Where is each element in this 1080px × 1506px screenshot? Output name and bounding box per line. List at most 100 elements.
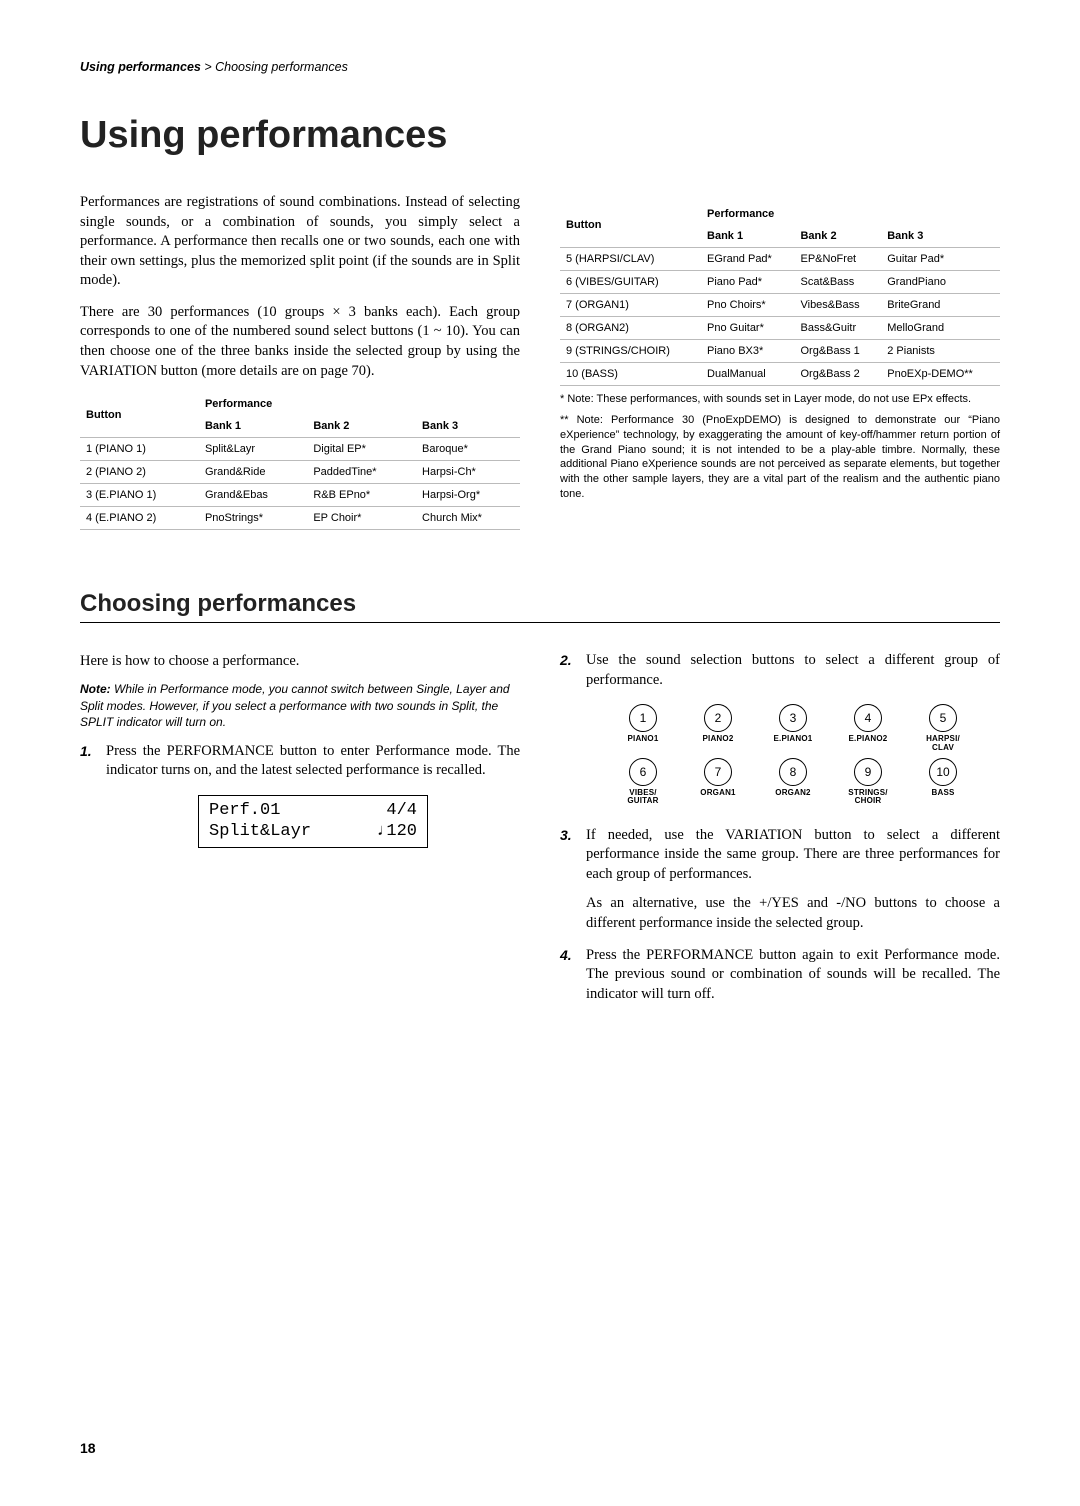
th-bank3: Bank 3 bbox=[416, 415, 520, 438]
table-row: 1 (PIANO 1)Split&LayrDigital EP*Baroque* bbox=[80, 438, 520, 461]
section2-intro: Here is how to choose a performance. bbox=[80, 651, 520, 671]
table-cell: R&B EPno* bbox=[307, 484, 416, 507]
table-cell: 2 Pianists bbox=[881, 340, 1000, 363]
sound-button-label: BASS bbox=[913, 789, 973, 797]
step-2-text: Use the sound selection buttons to selec… bbox=[586, 652, 1000, 688]
steps-right: Use the sound selection buttons to selec… bbox=[560, 651, 1000, 1004]
note-text: While in Performance mode, you cannot sw… bbox=[80, 682, 510, 728]
th-performance: Performance bbox=[199, 393, 520, 415]
table-cell: EP&NoFret bbox=[794, 248, 881, 271]
table-cell: 2 (PIANO 2) bbox=[80, 461, 199, 484]
table-row: 3 (E.PIANO 1)Grand&EbasR&B EPno*Harpsi-O… bbox=[80, 484, 520, 507]
sound-buttons-panel: 1PIANO12PIANO23E.PIANO14E.PIANO25HARPSI/… bbox=[613, 704, 973, 806]
th-button: Button bbox=[560, 203, 701, 248]
step-1-text: Press the PERFORMANCE button to enter Pe… bbox=[106, 743, 520, 779]
sound-button-circle: 10 bbox=[929, 758, 957, 786]
table-cell: PaddedTine* bbox=[307, 461, 416, 484]
table-cell: BriteGrand bbox=[881, 294, 1000, 317]
table-cell: EP Choir* bbox=[307, 507, 416, 530]
th-bank1: Bank 1 bbox=[199, 415, 307, 438]
table-cell: 10 (BASS) bbox=[560, 363, 701, 386]
table-cell: 6 (VIBES/GUITAR) bbox=[560, 271, 701, 294]
table-cell: Scat&Bass bbox=[794, 271, 881, 294]
table-cell: Church Mix* bbox=[416, 507, 520, 530]
breadcrumb: Using performances > Choosing performanc… bbox=[80, 60, 1000, 74]
sound-button: 4 E.PIANO2 bbox=[838, 704, 898, 752]
th-button: Button bbox=[80, 393, 199, 438]
performance-table-right: Button Performance Bank 1 Bank 2 Bank 3 … bbox=[560, 203, 1000, 386]
sound-button-circle: 2 bbox=[704, 704, 732, 732]
section2-col-right: Use the sound selection buttons to selec… bbox=[560, 651, 1000, 1016]
table-cell: Harpsi-Org* bbox=[416, 484, 520, 507]
table-cell: PnoStrings* bbox=[199, 507, 307, 530]
sound-button-label: E.PIANO2 bbox=[838, 735, 898, 743]
table-cell: 4 (E.PIANO 2) bbox=[80, 507, 199, 530]
th-bank2: Bank 2 bbox=[307, 415, 416, 438]
th-bank2: Bank 2 bbox=[794, 225, 881, 248]
intro-col-left: Performances are registrations of sound … bbox=[80, 193, 520, 530]
table-cell: Org&Bass 2 bbox=[794, 363, 881, 386]
table-cell: Pno Guitar* bbox=[701, 317, 794, 340]
intro-col-right: Button Performance Bank 1 Bank 2 Bank 3 … bbox=[560, 193, 1000, 530]
sound-button-circle: 6 bbox=[629, 758, 657, 786]
breadcrumb-section: Using performances bbox=[80, 60, 201, 74]
footnote-2: ** Note: Performance 30 (PnoExpDEMO) is … bbox=[560, 413, 1000, 502]
sound-button: 8ORGAN2 bbox=[763, 758, 823, 806]
table-cell: Pno Choirs* bbox=[701, 294, 794, 317]
sound-button: 7ORGAN1 bbox=[688, 758, 748, 806]
note-label: Note: bbox=[80, 682, 111, 696]
sound-button: 6VIBES/GUITAR bbox=[613, 758, 673, 806]
th-bank3: Bank 3 bbox=[881, 225, 1000, 248]
step-1: Press the PERFORMANCE button to enter Pe… bbox=[80, 742, 520, 848]
table-row: 5 (HARPSI/CLAV)EGrand Pad*EP&NoFretGuita… bbox=[560, 248, 1000, 271]
table-cell: Split&Layr bbox=[199, 438, 307, 461]
table-cell: Vibes&Bass bbox=[794, 294, 881, 317]
table-cell: Guitar Pad* bbox=[881, 248, 1000, 271]
sound-button: 9STRINGS/CHOIR bbox=[838, 758, 898, 806]
page-number: 18 bbox=[80, 1440, 96, 1456]
lcd-r1l: Perf.01 bbox=[209, 800, 280, 821]
table-cell: 5 (HARPSI/CLAV) bbox=[560, 248, 701, 271]
steps-left: Press the PERFORMANCE button to enter Pe… bbox=[80, 742, 520, 848]
table-row: 2 (PIANO 2)Grand&RidePaddedTine*Harpsi-C… bbox=[80, 461, 520, 484]
table-cell: PnoEXp-DEMO** bbox=[881, 363, 1000, 386]
lcd-r2r: ♩120 bbox=[376, 821, 417, 842]
th-bank1: Bank 1 bbox=[701, 225, 794, 248]
intro-p2: There are 30 performances (10 groups × 3… bbox=[80, 303, 520, 381]
sound-button-circle: 4 bbox=[854, 704, 882, 732]
step-3-text: If needed, use the VARIATION button to s… bbox=[586, 827, 1000, 882]
section2-columns: Here is how to choose a performance. Not… bbox=[80, 651, 1000, 1016]
sound-button-circle: 9 bbox=[854, 758, 882, 786]
step-4: Press the PERFORMANCE button again to ex… bbox=[560, 946, 1000, 1005]
breadcrumb-sub: > Choosing performances bbox=[201, 60, 348, 74]
sound-button-label: ORGAN1 bbox=[688, 789, 748, 797]
table-cell: EGrand Pad* bbox=[701, 248, 794, 271]
table-cell: Piano Pad* bbox=[701, 271, 794, 294]
step-4-text: Press the PERFORMANCE button again to ex… bbox=[586, 947, 1000, 1002]
table-cell: Piano BX3* bbox=[701, 340, 794, 363]
table-row: 10 (BASS)DualManualOrg&Bass 2PnoEXp-DEMO… bbox=[560, 363, 1000, 386]
table-cell: DualManual bbox=[701, 363, 794, 386]
table-cell: GrandPiano bbox=[881, 271, 1000, 294]
section2-col-left: Here is how to choose a performance. Not… bbox=[80, 651, 520, 1016]
footnote-1: * Note: These performances, with sounds … bbox=[560, 392, 1000, 407]
table-cell: Grand&Ride bbox=[199, 461, 307, 484]
intro-p1: Performances are registrations of sound … bbox=[80, 193, 520, 291]
table-cell: Digital EP* bbox=[307, 438, 416, 461]
table-cell: MelloGrand bbox=[881, 317, 1000, 340]
sound-button-circle: 8 bbox=[779, 758, 807, 786]
table-cell: 9 (STRINGS/CHOIR) bbox=[560, 340, 701, 363]
table-cell: 8 (ORGAN2) bbox=[560, 317, 701, 340]
table-cell: Grand&Ebas bbox=[199, 484, 307, 507]
th-performance: Performance bbox=[701, 203, 1000, 225]
sound-button: 5HARPSI/CLAV bbox=[913, 704, 973, 752]
sound-button-label: PIANO1 bbox=[613, 735, 673, 743]
sound-button: 1 PIANO1 bbox=[613, 704, 673, 752]
table-row: 7 (ORGAN1)Pno Choirs*Vibes&BassBriteGran… bbox=[560, 294, 1000, 317]
performance-table-left: Button Performance Bank 1 Bank 2 Bank 3 … bbox=[80, 393, 520, 530]
sound-button-label: PIANO2 bbox=[688, 735, 748, 743]
table-row: 6 (VIBES/GUITAR)Piano Pad*Scat&BassGrand… bbox=[560, 271, 1000, 294]
lcd-display: Perf.014/4 Split&Layr♩120 bbox=[198, 795, 428, 848]
table-row: 4 (E.PIANO 2)PnoStrings*EP Choir*Church … bbox=[80, 507, 520, 530]
sound-button-circle: 1 bbox=[629, 704, 657, 732]
